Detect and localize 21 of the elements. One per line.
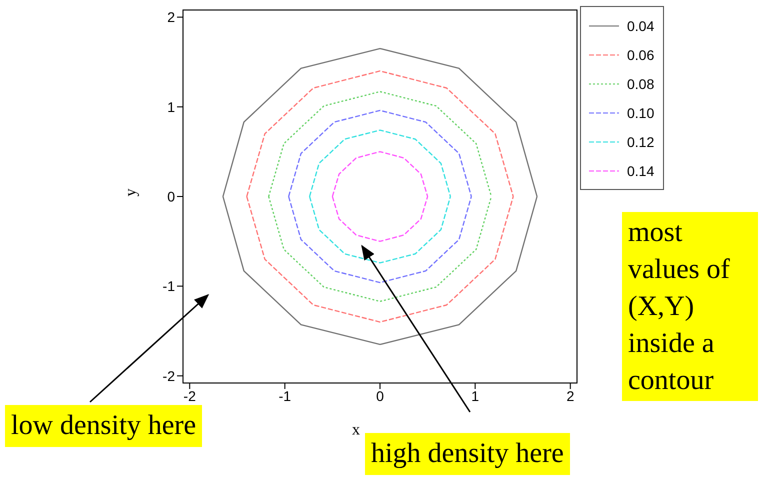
y-tick-label: 2: [167, 9, 176, 26]
legend-label: 0.10: [627, 104, 654, 120]
y-tick-label: 1: [167, 98, 176, 115]
text: high density here: [365, 433, 570, 475]
legend-label: 0.08: [627, 76, 654, 92]
y-tick-label: -1: [162, 278, 176, 294]
text: most values of (X,Y) inside a contour: [622, 212, 758, 401]
y-tick-label: -2: [162, 368, 176, 384]
legend-label: 0.12: [627, 134, 654, 150]
text: low density here: [5, 405, 202, 447]
x-tick-label: -1: [278, 388, 292, 404]
legend-label: 0.04: [627, 18, 654, 34]
x-tick-label: 1: [471, 388, 480, 404]
x-tick-label: -2: [183, 388, 196, 404]
y-axis-title: y: [122, 188, 140, 196]
x-tick-label: 2: [566, 388, 574, 404]
legend-label: 0.06: [627, 46, 654, 62]
y-tick-label: 0: [167, 188, 176, 204]
x-tick-label: 0: [376, 388, 384, 404]
x-axis-title: x: [352, 421, 360, 438]
legend-label: 0.14: [627, 162, 654, 178]
